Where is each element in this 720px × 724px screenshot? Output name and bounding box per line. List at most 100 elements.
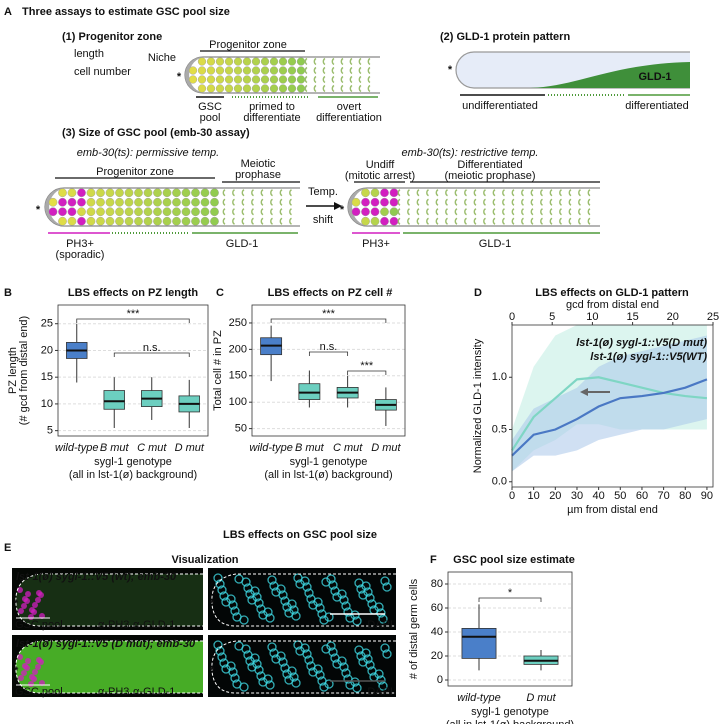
meiotic-cell (435, 208, 439, 216)
dapi-nucleus (354, 645, 364, 655)
meiotic-cell (540, 198, 543, 206)
x-tick-label: B mut (100, 442, 130, 454)
gld1-label: GLD-1 (479, 238, 511, 250)
x-axis-label: sygl-1 genotype (94, 456, 172, 468)
dapi-nucleus (382, 649, 392, 659)
cell (251, 75, 261, 84)
dapi-nucleus (358, 590, 368, 600)
dapi-nucleus (221, 664, 231, 674)
meiotic-cell (530, 217, 534, 225)
significance-bracket (76, 318, 190, 323)
annotation-arrow-head (580, 388, 588, 396)
outline (211, 573, 396, 627)
box (461, 628, 497, 659)
y-tick-label: 150 (229, 370, 247, 382)
meiotic-cell (445, 198, 448, 206)
chart-title: LBS effects on GLD-1 pattern (535, 287, 689, 299)
cell (215, 75, 225, 84)
dapi-nucleus (295, 646, 305, 656)
marker: * (14, 665, 19, 677)
cell (48, 207, 58, 217)
meiotic-cell (270, 217, 273, 225)
meiotic-cell (549, 198, 553, 206)
dapi-nucleus (330, 586, 340, 596)
subtitle: (3) Size of GSC pool (emb-30 assay) (62, 127, 250, 139)
cell (210, 207, 219, 217)
cell (242, 57, 252, 66)
meiotic-cell (416, 217, 420, 225)
cell (181, 188, 191, 198)
ph3-signal (32, 602, 38, 608)
cell (124, 197, 134, 207)
meiotic-cell (540, 217, 543, 225)
caption: undifferentiated (462, 100, 538, 112)
meiotic-cell (445, 189, 448, 197)
x-tick-label: 40 (593, 490, 605, 502)
meiotic-cell (397, 189, 401, 197)
x2-tick-label: 15 (626, 311, 638, 323)
protein-label: GLD-1 (639, 71, 672, 83)
chart-title: LBS effects on PZ cell # (268, 287, 393, 299)
cell (278, 84, 288, 93)
cell (105, 188, 115, 198)
meiotic-cell (483, 208, 486, 216)
dapi-nucleus (245, 589, 255, 599)
arrow-label: Temp. (308, 186, 338, 198)
cell (67, 197, 77, 207)
dapi-nucleus (247, 662, 257, 672)
dapi-nucleus (304, 588, 314, 598)
genotype-label: lst-1(ø) sygl-1::V5 (D mut); emb-30 (16, 638, 196, 650)
cell (67, 207, 77, 217)
meiotic-cell (289, 208, 292, 216)
y-tick-label: 60 (431, 602, 443, 614)
cell (296, 84, 306, 93)
meiotic-cell (587, 208, 591, 216)
cell (260, 66, 270, 75)
meiotic-cell (473, 208, 477, 216)
cell (58, 188, 67, 198)
meiotic-cell (251, 208, 254, 216)
cell (361, 188, 370, 198)
cell (77, 216, 86, 226)
meiotic-cell (322, 66, 326, 75)
cell (124, 188, 134, 198)
ph3-signal (32, 669, 38, 675)
meiotic-cell (559, 208, 562, 216)
meiotic-cell (331, 66, 335, 75)
cell (251, 66, 261, 75)
meiotic-cell (270, 198, 273, 206)
cell (206, 75, 216, 84)
x-tick-label: 20 (549, 490, 561, 502)
meiotic-cell (397, 198, 401, 206)
cell (242, 84, 252, 93)
meiotic-cell (426, 198, 429, 206)
arrow-head (334, 202, 342, 210)
meiotic-cell (568, 189, 572, 197)
zone-label: Meiotic (241, 158, 276, 170)
zone-label: Differentiated (457, 159, 522, 171)
ph3-signal (18, 675, 24, 681)
dapi-nucleus (321, 644, 331, 654)
x-tick-label: 90 (701, 490, 713, 502)
ph3-signal (36, 590, 42, 596)
dapi-nucleus (341, 668, 351, 678)
meiotic-cell (464, 189, 467, 197)
cell (58, 216, 67, 226)
meiotic-cell (407, 208, 410, 216)
section-heading: LBS effects on GSC pool size (223, 529, 377, 541)
significance-label: * (508, 587, 513, 599)
x-axis-sublabel: (all in lst-1(ø) background) (446, 719, 574, 724)
dapi-nucleus (219, 658, 229, 668)
meiotic-cell (260, 198, 264, 206)
meiotic-cell (331, 75, 335, 84)
meiotic-cell (473, 217, 477, 225)
cell (134, 197, 143, 207)
cell (287, 75, 297, 84)
zone-label: prophase (235, 169, 281, 181)
meiotic-cell (304, 75, 308, 84)
x-axis-label: µm from distal end (567, 504, 658, 516)
cell (210, 216, 219, 226)
cell (287, 66, 297, 75)
cell (77, 197, 86, 207)
dapi-nucleus (330, 653, 340, 663)
